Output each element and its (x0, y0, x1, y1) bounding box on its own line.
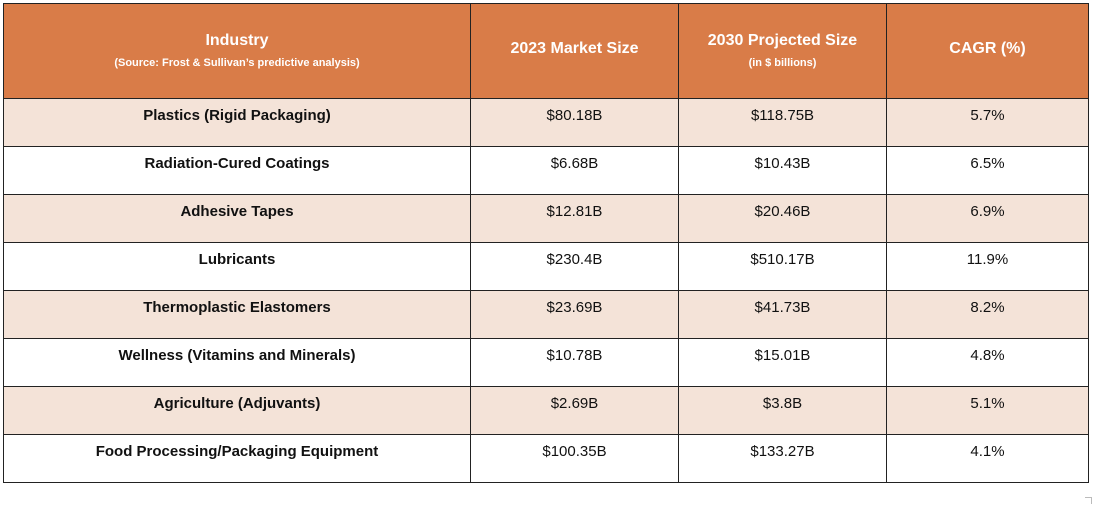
industry-cell: Food Processing/Packaging Equipment (3, 434, 471, 483)
table-row: Radiation-Cured Coatings $6.68B $10.43B … (3, 146, 1089, 195)
header-label: CAGR (%) (949, 40, 1026, 57)
size-2023-cell: $10.78B (470, 338, 679, 387)
size-2023-cell: $230.4B (470, 242, 679, 291)
cagr-cell: 11.9% (886, 242, 1089, 291)
table-row: Lubricants $230.4B $510.17B 11.9% (3, 242, 1089, 291)
header-industry: Industry (Source: Frost & Sullivan’s pre… (3, 3, 471, 99)
industry-cell: Plastics (Rigid Packaging) (3, 98, 471, 147)
size-2030-cell: $118.75B (678, 98, 887, 147)
header-cagr: CAGR (%) (886, 3, 1089, 99)
industry-cell: Radiation-Cured Coatings (3, 146, 471, 195)
size-2030-cell: $133.27B (678, 434, 887, 483)
header-2030-projected-size: 2030 Projected Size (in $ billions) (678, 3, 887, 99)
cagr-cell: 6.9% (886, 194, 1089, 243)
size-2023-cell: $6.68B (470, 146, 679, 195)
header-label: Industry (205, 32, 269, 49)
industry-cell: Agriculture (Adjuvants) (3, 386, 471, 435)
size-2030-cell: $41.73B (678, 290, 887, 339)
header-label: 2030 Projected Size (707, 32, 858, 49)
table-row: Wellness (Vitamins and Minerals) $10.78B… (3, 338, 1089, 387)
size-2030-cell: $20.46B (678, 194, 887, 243)
size-2030-cell: $15.01B (678, 338, 887, 387)
size-2030-cell: $510.17B (678, 242, 887, 291)
cagr-cell: 8.2% (886, 290, 1089, 339)
table-row: Plastics (Rigid Packaging) $80.18B $118.… (3, 98, 1089, 147)
header-label: 2023 Market Size (510, 40, 639, 57)
size-2023-cell: $23.69B (470, 290, 679, 339)
table-row: Adhesive Tapes $12.81B $20.46B 6.9% (3, 194, 1089, 243)
size-2030-cell: $3.8B (678, 386, 887, 435)
size-2023-cell: $2.69B (470, 386, 679, 435)
cagr-cell: 4.1% (886, 434, 1089, 483)
industry-cell: Lubricants (3, 242, 471, 291)
header-sublabel: (in $ billions) (748, 57, 817, 69)
industry-cell: Thermoplastic Elastomers (3, 290, 471, 339)
header-2023-market-size: 2023 Market Size (470, 3, 679, 99)
size-2023-cell: $12.81B (470, 194, 679, 243)
size-2023-cell: $100.35B (470, 434, 679, 483)
header-sublabel: (Source: Frost & Sullivan’s predictive a… (114, 57, 360, 69)
corner-mark (1085, 497, 1092, 504)
cagr-cell: 6.5% (886, 146, 1089, 195)
cagr-cell: 5.7% (886, 98, 1089, 147)
size-2030-cell: $10.43B (678, 146, 887, 195)
industry-cell: Wellness (Vitamins and Minerals) (3, 338, 471, 387)
industry-cell: Adhesive Tapes (3, 194, 471, 243)
size-2023-cell: $80.18B (470, 98, 679, 147)
market-size-table: Industry (Source: Frost & Sullivan’s pre… (3, 3, 1089, 483)
table-row: Food Processing/Packaging Equipment $100… (3, 434, 1089, 483)
cagr-cell: 4.8% (886, 338, 1089, 387)
cagr-cell: 5.1% (886, 386, 1089, 435)
table-row: Agriculture (Adjuvants) $2.69B $3.8B 5.1… (3, 386, 1089, 435)
header-row: Industry (Source: Frost & Sullivan’s pre… (3, 3, 1089, 99)
table-row: Thermoplastic Elastomers $23.69B $41.73B… (3, 290, 1089, 339)
